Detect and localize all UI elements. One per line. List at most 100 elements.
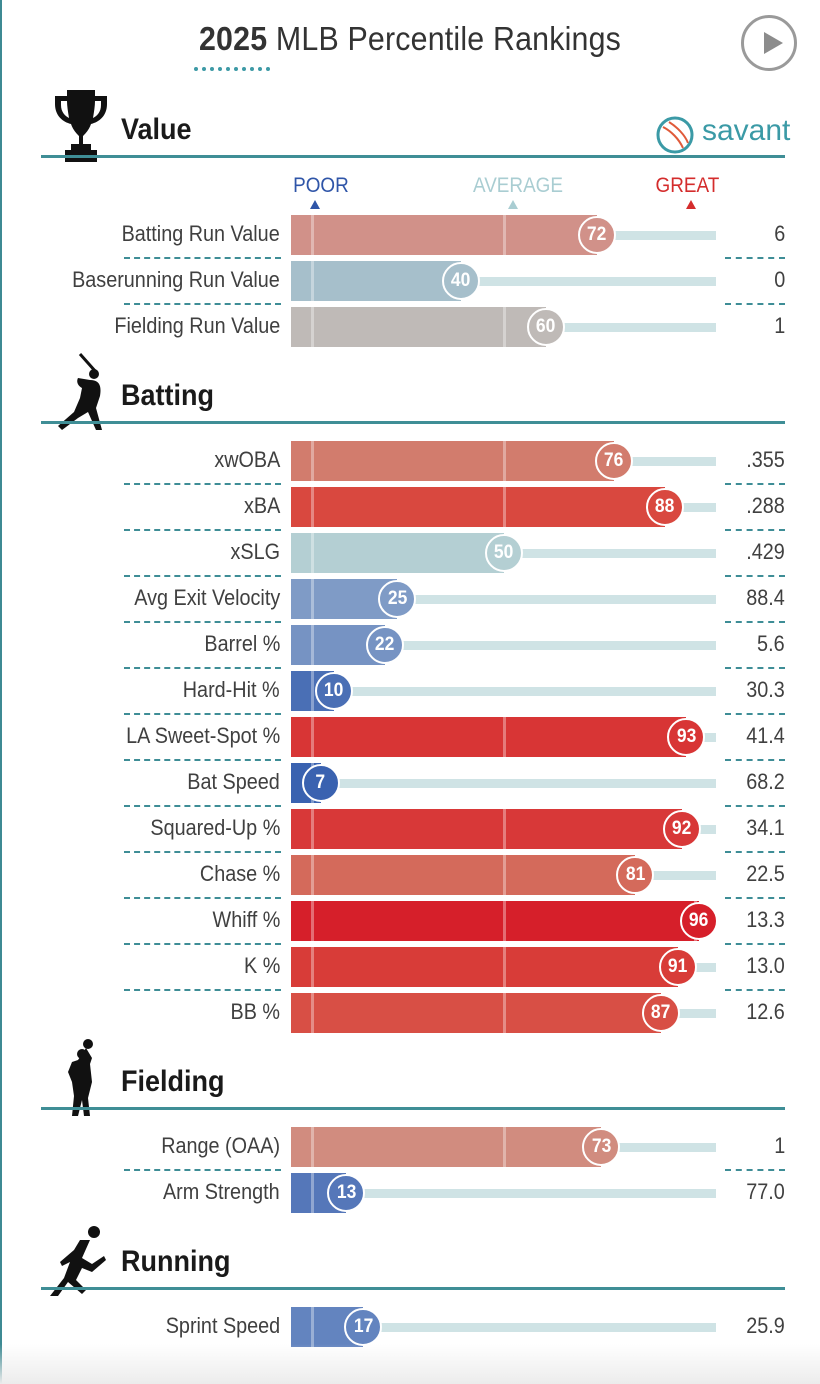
percentile-badge[interactable]: 73 <box>582 1128 621 1166</box>
percentile-badge[interactable]: 91 <box>658 948 697 986</box>
savant-baseball-logo <box>656 116 694 154</box>
row-divider <box>124 943 281 945</box>
bar-tick <box>502 215 506 255</box>
row-divider <box>725 759 785 761</box>
metric-row[interactable]: BB % 87 12.6 <box>0 993 820 1033</box>
percentile-track <box>291 277 716 286</box>
percentile-bar <box>291 1127 602 1167</box>
percentile-track <box>291 1189 716 1198</box>
percentile-number: 17 <box>353 1316 373 1337</box>
bar-tick <box>502 901 506 941</box>
metric-row[interactable]: Range (OAA) 73 1 <box>0 1127 820 1171</box>
row-divider <box>725 805 785 807</box>
metric-value: 13.3 <box>746 907 785 932</box>
percentile-badge[interactable]: 93 <box>667 718 706 756</box>
scale-great-label: GREAT <box>655 174 720 197</box>
metric-label: xBA <box>243 493 280 518</box>
bar-tick <box>502 993 506 1033</box>
metric-value: 30.3 <box>746 677 785 702</box>
row-divider <box>124 483 281 485</box>
metric-label: BB % <box>230 999 280 1024</box>
percentile-badge[interactable]: 81 <box>616 856 655 894</box>
percentile-badge[interactable]: 25 <box>378 580 417 618</box>
percentile-track <box>291 595 716 604</box>
batter-icon <box>58 353 102 430</box>
bar-tick <box>311 261 315 301</box>
section-title-running: Running <box>121 1245 231 1278</box>
row-divider <box>725 713 785 715</box>
page-title: 2025 MLB Percentile Rankings <box>33 20 787 58</box>
metric-row[interactable]: Avg Exit Velocity 25 88.4 <box>0 579 820 623</box>
bar-tick <box>502 809 506 849</box>
metric-value: 5.6 <box>757 631 785 656</box>
title-dropdown-indicator[interactable] <box>194 67 270 73</box>
percentile-number: 7 <box>315 772 326 793</box>
percentile-badge[interactable]: 7 <box>301 764 340 802</box>
title-year: 2025 <box>198 20 268 57</box>
row-divider <box>725 303 785 305</box>
percentile-badge[interactable]: 96 <box>680 902 718 940</box>
percentile-badge[interactable]: 40 <box>442 262 480 300</box>
section-title-value: Value <box>121 113 192 146</box>
play-button[interactable] <box>741 15 797 71</box>
percentile-badge[interactable]: 50 <box>484 534 523 572</box>
percentile-badge[interactable]: 76 <box>595 442 633 480</box>
bar-tick <box>311 441 315 481</box>
metric-row[interactable]: K % 91 13.0 <box>0 947 820 991</box>
percentile-bar <box>291 215 597 255</box>
percentile-badge[interactable]: 72 <box>578 216 616 254</box>
metric-row[interactable]: Baserunning Run Value 40 0 <box>0 261 820 305</box>
percentile-number: 25 <box>387 588 407 609</box>
metric-row[interactable]: Arm Strength 13 77.0 <box>0 1173 820 1213</box>
metric-label: Fielding Run Value <box>114 313 280 338</box>
percentile-badge[interactable]: 17 <box>344 1308 383 1346</box>
percentile-badge[interactable]: 88 <box>646 488 684 526</box>
metric-row[interactable]: xwOBA 76 .355 <box>0 441 820 485</box>
metric-row[interactable]: Squared-Up % 92 34.1 <box>0 809 820 853</box>
percentile-number: 60 <box>536 316 556 337</box>
percentile-number: 40 <box>451 270 471 291</box>
row-divider <box>725 897 785 899</box>
percentile-badge[interactable]: 22 <box>365 626 404 664</box>
section-rule <box>41 421 785 424</box>
savant-brand-text[interactable]: savant <box>702 114 791 147</box>
metric-value: .429 <box>746 539 785 564</box>
scale-poor-label: POOR <box>293 174 349 197</box>
row-divider <box>124 1169 281 1171</box>
bar-tick <box>311 307 315 347</box>
metric-row[interactable]: Sprint Speed 17 25.9 <box>0 1307 820 1347</box>
metric-row[interactable]: xBA 88 .288 <box>0 487 820 531</box>
percentile-bar <box>291 809 682 849</box>
percentile-badge[interactable]: 10 <box>314 672 353 710</box>
metric-label: Arm Strength <box>163 1179 280 1204</box>
fielder-icon <box>68 1039 93 1116</box>
metric-row[interactable]: Barrel % 22 5.6 <box>0 625 820 669</box>
percentile-bar <box>291 307 546 347</box>
bar-tick <box>311 947 315 987</box>
percentile-bar <box>291 901 699 941</box>
percentile-badge[interactable]: 87 <box>641 994 680 1032</box>
metric-label: Barrel % <box>204 631 280 656</box>
metric-row[interactable]: Bat Speed 7 68.2 <box>0 763 820 807</box>
metric-row[interactable]: Batting Run Value 72 6 <box>0 215 820 259</box>
metric-row[interactable]: xSLG 50 .429 <box>0 533 820 577</box>
percentile-badge[interactable]: 60 <box>527 308 565 346</box>
bar-tick <box>311 993 315 1033</box>
metric-value: 68.2 <box>746 769 785 794</box>
percentile-badge[interactable]: 13 <box>327 1174 366 1212</box>
percentile-number: 22 <box>374 634 395 655</box>
row-divider <box>725 257 785 259</box>
row-divider <box>124 303 281 305</box>
metric-row[interactable]: Hard-Hit % 10 30.3 <box>0 671 820 715</box>
row-divider <box>124 759 281 761</box>
bar-tick <box>311 1127 315 1167</box>
percentile-number: 76 <box>604 450 624 471</box>
metric-row[interactable]: Fielding Run Value 60 1 <box>0 307 820 347</box>
row-divider <box>124 989 281 991</box>
percentile-number: 88 <box>655 496 675 517</box>
percentile-badge[interactable]: 92 <box>663 810 701 848</box>
metric-row[interactable]: Whiff % 96 13.3 <box>0 901 820 945</box>
section-title-fielding: Fielding <box>121 1065 225 1098</box>
metric-row[interactable]: LA Sweet-Spot % 93 41.4 <box>0 717 820 761</box>
metric-row[interactable]: Chase % 81 22.5 <box>0 855 820 899</box>
